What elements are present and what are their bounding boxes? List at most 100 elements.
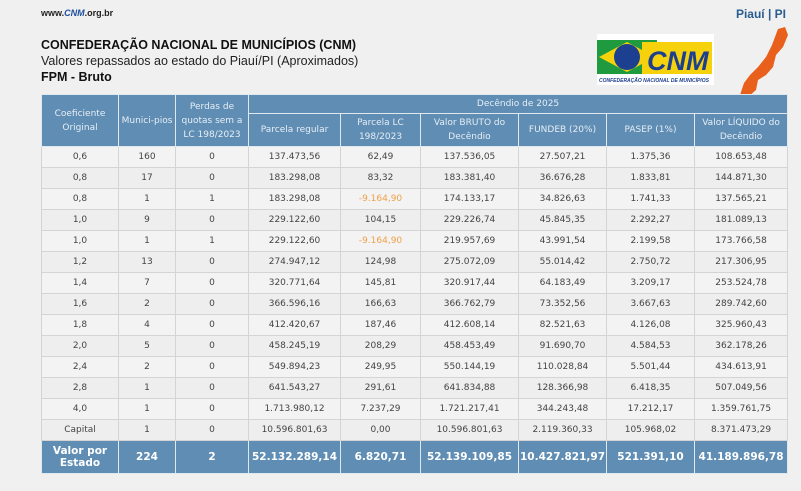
table-cell: 34.826,63 bbox=[518, 188, 607, 210]
table-cell: 10.596.801,63 bbox=[420, 419, 519, 441]
table-cell: 1,4 bbox=[41, 272, 119, 294]
table-cell: 181.089,13 bbox=[693, 209, 789, 231]
table-row: 4,0 1 0 1.713.980,12 7.237,29 1.721.217,41 344… bbox=[41, 398, 789, 420]
col-valor-bruto: Valor BRUTO do Decêndio bbox=[420, 113, 519, 147]
table-row: 0,8 1 1 183.298,08 -9.164,90 174.133,17 34.826… bbox=[41, 188, 789, 210]
table-cell: 550.144,19 bbox=[420, 356, 519, 378]
table-cell: 174.133,17 bbox=[420, 188, 519, 210]
table-cell: 1,8 bbox=[41, 314, 119, 336]
table-cell: 166,63 bbox=[340, 293, 421, 315]
site-url[interactable]: www.CNM.org.br bbox=[41, 8, 113, 18]
table-cell: 0 bbox=[175, 146, 249, 168]
table-cell: 458.245,19 bbox=[248, 335, 341, 357]
table-cell: 108.653,48 bbox=[693, 146, 789, 168]
table-cell: -9.164,90 bbox=[340, 188, 421, 210]
table-cell: 229.226,74 bbox=[420, 209, 519, 231]
total-cell: 224 bbox=[118, 440, 176, 474]
table-cell: 362.178,26 bbox=[693, 335, 789, 357]
url-suffix: .org.br bbox=[84, 8, 114, 18]
table-cell: 1.375,36 bbox=[606, 146, 695, 168]
table-row: 1,4 7 0 320.771,64 145,81 320.917,44 64.183,49… bbox=[41, 272, 789, 294]
table-cell: 0 bbox=[175, 398, 249, 420]
table-cell: 253.524,78 bbox=[693, 272, 789, 294]
table-cell: 2 bbox=[118, 356, 176, 378]
table-cell: Capital bbox=[41, 419, 119, 441]
table-cell: 1 bbox=[118, 419, 176, 441]
table-row: 1,0 1 1 229.122,60 -9.164,90 219.957,69 43.991… bbox=[41, 230, 789, 252]
table-cell: 289.742,60 bbox=[693, 293, 789, 315]
table-cell: 1 bbox=[175, 188, 249, 210]
page-title: CONFEDERAÇÃO NACIONAL DE MUNICÍPIOS (CNM… bbox=[41, 38, 357, 52]
table-cell: 45.845,35 bbox=[518, 209, 607, 231]
table-cell: 17.212,17 bbox=[606, 398, 695, 420]
table-cell: 183.298,08 bbox=[248, 167, 341, 189]
table-cell: 0 bbox=[175, 251, 249, 273]
table-cell: 0 bbox=[175, 209, 249, 231]
table-cell: 229.122,60 bbox=[248, 230, 341, 252]
total-cell: Valor por Estado bbox=[41, 440, 119, 474]
table-cell: 13 bbox=[118, 251, 176, 273]
table-cell: 2,8 bbox=[41, 377, 119, 399]
page-subtitle: Valores repassados ao estado do Piauí/PI… bbox=[41, 54, 359, 68]
table-cell: 110.028,84 bbox=[518, 356, 607, 378]
total-cell: 521.391,10 bbox=[606, 440, 695, 474]
table-cell: 1.713.980,12 bbox=[248, 398, 341, 420]
total-cell: 52.132.289,14 bbox=[248, 440, 341, 474]
table-row: 1,0 9 0 229.122,60 104,15 229.226,74 45.845,35… bbox=[41, 209, 789, 231]
table-cell: 83,32 bbox=[340, 167, 421, 189]
table-cell: 137.565,21 bbox=[693, 188, 789, 210]
table-cell: 1 bbox=[118, 377, 176, 399]
table-row: Capital 1 0 10.596.801,63 0,00 10.596.801,63 2… bbox=[41, 419, 789, 441]
table-cell: 5.501,44 bbox=[606, 356, 695, 378]
table-cell: 64.183,49 bbox=[518, 272, 607, 294]
table-cell: 208,29 bbox=[340, 335, 421, 357]
table-cell: 43.991,54 bbox=[518, 230, 607, 252]
table-row: 1,8 4 0 412.420,67 187,46 412.608,14 82.521,63… bbox=[41, 314, 789, 336]
table-cell: 5 bbox=[118, 335, 176, 357]
svg-text:CONFEDERAÇÃO NACIONAL DE MUNIC: CONFEDERAÇÃO NACIONAL DE MUNICÍPIOS bbox=[599, 77, 710, 84]
table-cell: 249,95 bbox=[340, 356, 421, 378]
table-cell: 320.917,44 bbox=[420, 272, 519, 294]
table-cell: 137.536,05 bbox=[420, 146, 519, 168]
table-cell: 6.418,35 bbox=[606, 377, 695, 399]
table-cell: 1 bbox=[118, 398, 176, 420]
table-cell: 55.014,42 bbox=[518, 251, 607, 273]
table-cell: 0 bbox=[175, 272, 249, 294]
cnm-logo: CNM CONFEDERAÇÃO NACIONAL DE MUNICÍPIOS bbox=[597, 34, 714, 85]
table-cell: 1,6 bbox=[41, 293, 119, 315]
table-cell: 412.608,14 bbox=[420, 314, 519, 336]
table-cell: 0,8 bbox=[41, 167, 119, 189]
total-cell: 52.139.109,85 bbox=[420, 440, 519, 474]
table-cell: 0,6 bbox=[41, 146, 119, 168]
table-cell: 366.762,79 bbox=[420, 293, 519, 315]
table-row: 0,6 160 0 137.473,56 62,49 137.536,05 27.507,2… bbox=[41, 146, 789, 168]
url-brand: CNM bbox=[64, 8, 85, 18]
col-parcela-lc: Parcela LC 198/2023 bbox=[340, 113, 421, 147]
table-cell: 274.947,12 bbox=[248, 251, 341, 273]
table-cell: 183.381,40 bbox=[420, 167, 519, 189]
table-cell: 3.209,17 bbox=[606, 272, 695, 294]
table-cell: 1,0 bbox=[41, 230, 119, 252]
table-cell: 187,46 bbox=[340, 314, 421, 336]
table-cell: 219.957,69 bbox=[420, 230, 519, 252]
table-cell: 4 bbox=[118, 314, 176, 336]
table-cell: 144.871,30 bbox=[693, 167, 789, 189]
table-cell: 183.298,08 bbox=[248, 188, 341, 210]
col-perdas: Perdas de quotas sem a LC 198/2023 bbox=[175, 94, 249, 147]
table-row: 2,8 1 0 641.543,27 291,61 641.834,88 128.366,9… bbox=[41, 377, 789, 399]
table-cell: 0 bbox=[175, 335, 249, 357]
table-cell: 1.741,33 bbox=[606, 188, 695, 210]
total-cell: 10.427.821,97 bbox=[518, 440, 607, 474]
fpm-table: Coeficiente Original Munici-pios Perdas … bbox=[41, 94, 789, 474]
table-cell: 217.306,95 bbox=[693, 251, 789, 273]
table-cell: 137.473,56 bbox=[248, 146, 341, 168]
table-cell: 2.199,58 bbox=[606, 230, 695, 252]
piaui-map-icon bbox=[740, 27, 788, 103]
table-cell: 325.960,43 bbox=[693, 314, 789, 336]
table-cell: 36.676,28 bbox=[518, 167, 607, 189]
table-cell: 549.894,23 bbox=[248, 356, 341, 378]
table-cell: 160 bbox=[118, 146, 176, 168]
table-row: 2,0 5 0 458.245,19 208,29 458.453,49 91.690,70… bbox=[41, 335, 789, 357]
table-cell: 507.049,56 bbox=[693, 377, 789, 399]
table-cell: 10.596.801,63 bbox=[248, 419, 341, 441]
